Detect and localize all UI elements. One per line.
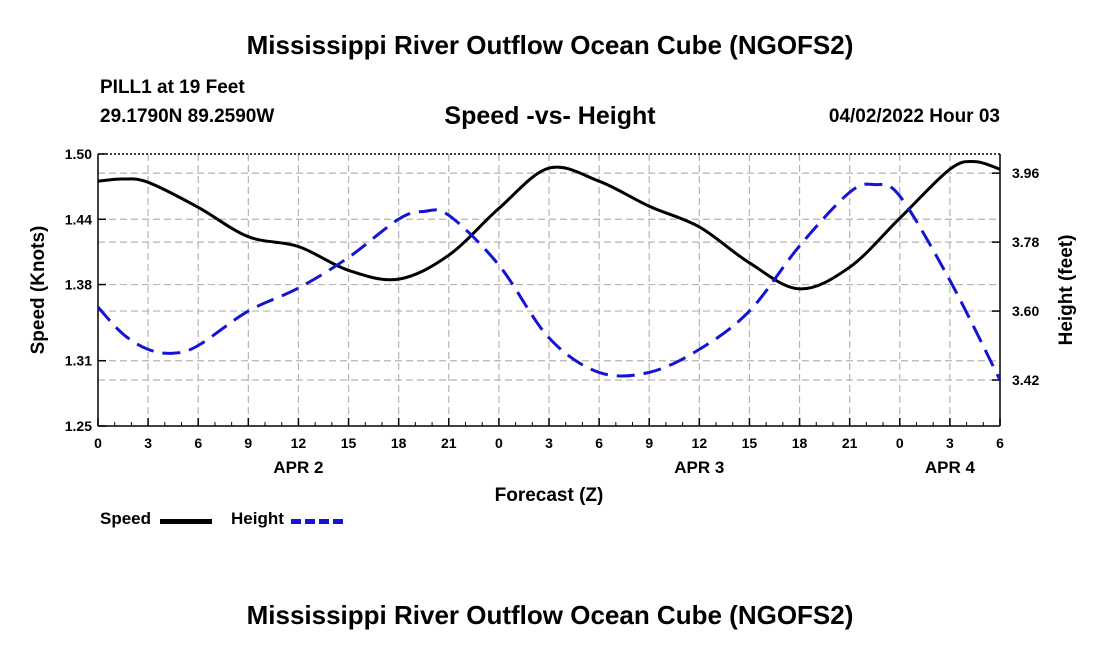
x-tick-label: 12 <box>291 435 307 451</box>
legend-speed-swatch <box>160 519 212 524</box>
chart-subtitle: Speed -vs- Height <box>444 102 656 130</box>
x-tick-label: 9 <box>645 435 653 451</box>
height-series-line <box>96 182 1002 381</box>
y-left-tick-label: 1.44 <box>65 211 92 227</box>
x-tick-label: 15 <box>341 435 357 451</box>
day-label: APR 2 <box>273 458 323 477</box>
y-left-tick-label: 1.38 <box>65 277 92 293</box>
x-tick-label: 9 <box>244 435 252 451</box>
x-tick-label: 3 <box>545 435 553 451</box>
chart-title: Mississippi River Outflow Ocean Cube (NG… <box>246 30 854 60</box>
x-axis-title: Forecast (Z) <box>495 485 604 506</box>
x-tick-label: 0 <box>94 435 102 451</box>
y-right-tick-label: 3.78 <box>1012 234 1039 250</box>
forecast-datetime: 04/02/2022 Hour 03 <box>828 106 1000 127</box>
station-coordinates: 29.1790N 89.2590W <box>100 106 275 127</box>
y-right-tick-label: 3.42 <box>1012 372 1039 388</box>
legend-height-label: Height <box>231 509 284 528</box>
footer-title: Mississippi River Outflow Ocean Cube (NG… <box>246 600 854 630</box>
speed-series-line <box>97 159 1001 291</box>
legend-height-swatch <box>291 519 343 524</box>
station-label: PILL1 at 19 Feet <box>100 77 245 98</box>
x-tick-label: 3 <box>144 435 152 451</box>
y-left-axis-title: Speed (Knots) <box>28 226 49 355</box>
y-left-tick-label: 1.50 <box>65 146 92 162</box>
x-tick-label: 3 <box>946 435 954 451</box>
y-right-axis-title: Height (feet) <box>1056 235 1077 346</box>
x-tick-label: 21 <box>441 435 457 451</box>
x-tick-label: 21 <box>842 435 858 451</box>
x-tick-label: 18 <box>391 435 407 451</box>
x-tick-label: 6 <box>595 435 603 451</box>
x-tick-label: 18 <box>792 435 808 451</box>
y-right-tick-label: 3.96 <box>1012 165 1039 181</box>
x-tick-label: 6 <box>194 435 202 451</box>
y-left-tick-label: 1.31 <box>65 353 92 369</box>
x-tick-label: 6 <box>996 435 1004 451</box>
x-tick-label: 12 <box>692 435 708 451</box>
x-tick-label: 0 <box>495 435 503 451</box>
y-left-tick-label: 1.25 <box>65 418 92 434</box>
day-label: APR 4 <box>925 458 976 477</box>
legend-speed-label: Speed <box>100 509 152 528</box>
x-tick-label: 0 <box>896 435 904 451</box>
y-right-tick-label: 3.60 <box>1012 303 1039 319</box>
x-tick-label: 15 <box>742 435 758 451</box>
day-label: APR 3 <box>674 458 724 477</box>
